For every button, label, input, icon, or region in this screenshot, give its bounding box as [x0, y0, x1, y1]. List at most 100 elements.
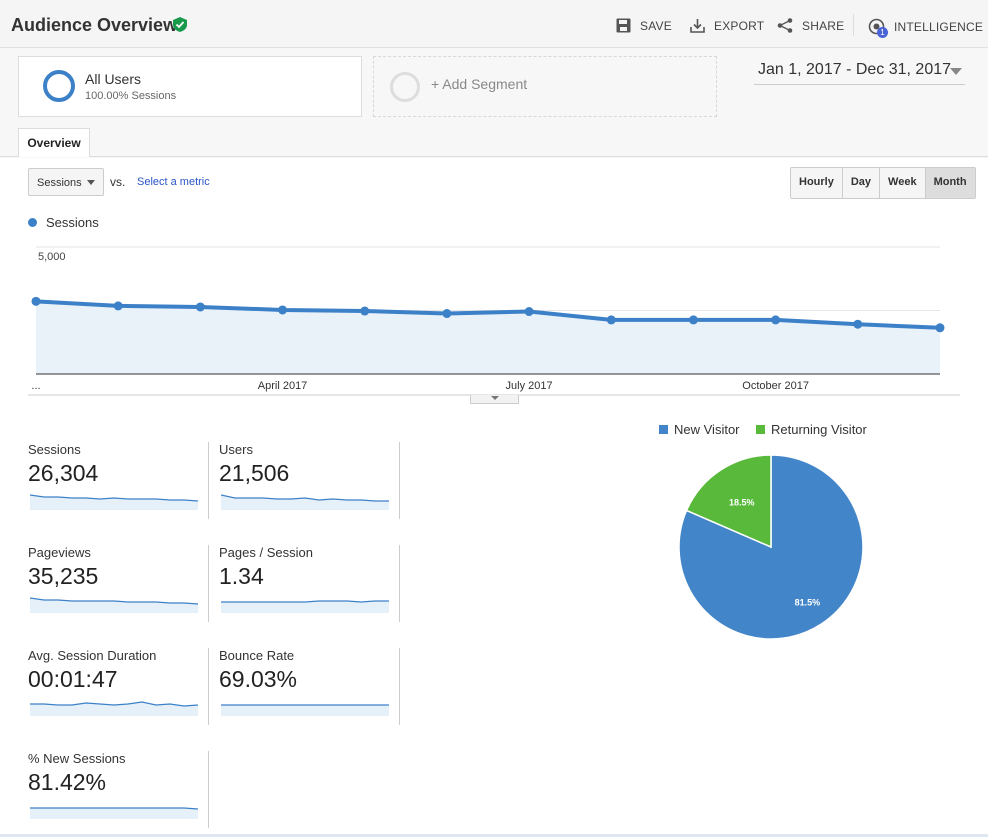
metric-divider — [208, 648, 209, 725]
sparkline — [221, 704, 389, 716]
granularity-week-button[interactable]: Week — [879, 168, 925, 198]
sparkline-area — [221, 601, 389, 613]
bottom-border — [0, 834, 988, 837]
date-range-picker[interactable]: Jan 1, 2017 - Dec 31, 2017 — [754, 60, 965, 85]
chevron-down-icon — [950, 68, 962, 75]
pie-slice-label: 81.5% — [795, 597, 821, 607]
legend-label: Returning Visitor — [771, 422, 867, 437]
metric-value: 35,235 — [28, 563, 99, 589]
data-point[interactable] — [442, 309, 452, 319]
metric-label: Sessions — [28, 442, 81, 457]
metric-value: 21,506 — [219, 460, 290, 486]
sparkline-line — [30, 597, 198, 605]
metric-sessions[interactable]: Sessions 26,304 — [28, 442, 209, 520]
share-label: SHARE — [802, 18, 845, 33]
visitor-type-pie-chart: 81.5% 18.5% — [678, 454, 864, 640]
data-point[interactable] — [113, 301, 123, 311]
sparkline — [221, 600, 389, 613]
chart-legend: Sessions — [28, 215, 99, 230]
sparkline — [30, 597, 198, 613]
metric-divider — [399, 545, 400, 622]
data-point[interactable] — [771, 315, 781, 325]
chevron-down-icon — [491, 396, 499, 400]
sparkline — [30, 494, 198, 510]
sparkline-line — [30, 701, 198, 707]
data-point[interactable] — [688, 315, 698, 325]
export-button[interactable]: EXPORT — [690, 18, 764, 33]
metric-divider — [208, 545, 209, 622]
save-icon — [616, 18, 631, 33]
segment-all-users[interactable]: All Users 100.00% Sessions — [18, 56, 362, 117]
metric-label: Pageviews — [28, 545, 91, 560]
metric-bounce-rate[interactable]: Bounce Rate 69.03% — [219, 648, 400, 726]
segment-sessions-percent: 100.00% Sessions — [85, 90, 177, 102]
metric-value: 26,304 — [28, 460, 99, 486]
data-point[interactable] — [935, 323, 945, 333]
metric-avg-session-duration[interactable]: Avg. Session Duration 00:01:47 — [28, 648, 209, 726]
metric-label: Users — [219, 442, 253, 457]
export-icon — [690, 19, 705, 33]
x-tick-label: October 2017 — [742, 380, 809, 392]
metric-label: Pages / Session — [219, 545, 313, 560]
add-segment-button[interactable]: + Add Segment — [373, 56, 717, 117]
metric-select[interactable]: Sessions — [28, 168, 104, 196]
pie-legend-new-visitor[interactable]: New Visitor — [659, 422, 740, 437]
data-point[interactable] — [195, 302, 205, 312]
pie-legend-returning-visitor[interactable]: Returning Visitor — [756, 422, 867, 437]
intelligence-button[interactable]: INTELLIGENCE — [868, 18, 983, 35]
add-segment-label: + Add Segment — [431, 76, 528, 92]
data-point[interactable] — [853, 319, 863, 329]
sparkline-area — [30, 495, 198, 510]
tab-divider — [0, 156, 988, 157]
toolbar-divider — [853, 14, 854, 36]
x-tick-label: ... — [31, 380, 40, 392]
empty-segment-ring-icon — [390, 72, 420, 102]
granularity-day-button[interactable]: Day — [841, 168, 880, 198]
granularity-toggle: Hourly Day Week Month — [790, 167, 976, 199]
sparkline-area — [221, 495, 389, 510]
sparkline-area — [30, 808, 198, 819]
pie-slice-label: 18.5% — [729, 497, 755, 507]
tab-overview[interactable]: Overview — [18, 128, 90, 157]
data-point[interactable] — [606, 315, 616, 325]
save-button[interactable]: SAVE — [616, 18, 672, 33]
metric-value: 1.34 — [219, 563, 264, 589]
x-tick-label: July 2017 — [506, 380, 553, 392]
metric-label: % New Sessions — [28, 751, 126, 766]
sparkline — [30, 701, 198, 716]
sparkline-line — [221, 494, 389, 502]
legend-label: New Visitor — [674, 422, 740, 437]
sparkline — [30, 807, 198, 819]
select-metric-link[interactable]: Select a metric — [137, 176, 210, 188]
share-button[interactable]: SHARE — [777, 18, 844, 33]
metric-pageviews[interactable]: Pageviews 35,235 — [28, 545, 209, 623]
metric-divider — [208, 442, 209, 519]
metric-new-sessions[interactable]: % New Sessions 81.42% — [28, 751, 209, 829]
data-point[interactable] — [360, 306, 370, 316]
metric-select-value: Sessions — [37, 177, 82, 189]
sparkline — [221, 494, 389, 510]
metric-pages-per-session[interactable]: Pages / Session 1.34 — [219, 545, 400, 623]
sparkline-line — [30, 807, 198, 810]
sparkline-line — [30, 494, 198, 502]
segment-ring-icon — [43, 70, 75, 102]
granularity-hourly-button[interactable]: Hourly — [791, 168, 842, 198]
data-point[interactable] — [31, 296, 41, 306]
pie-slice-returning-visitor[interactable] — [685, 454, 772, 549]
metric-divider — [399, 442, 400, 519]
metric-users[interactable]: Users 21,506 — [219, 442, 400, 520]
legend-label-sessions: Sessions — [46, 215, 99, 230]
metric-divider — [208, 751, 209, 828]
granularity-month-button[interactable]: Month — [924, 168, 975, 198]
page-title: Audience Overview — [11, 15, 178, 35]
metric-value: 00:01:47 — [28, 666, 118, 692]
sessions-area — [36, 301, 940, 374]
date-range-label: Jan 1, 2017 - Dec 31, 2017 — [758, 61, 952, 78]
segment-name: All Users — [85, 71, 142, 87]
sparkline-line — [221, 600, 389, 603]
data-point[interactable] — [278, 305, 288, 315]
legend-swatch — [659, 425, 668, 434]
data-point[interactable] — [524, 307, 534, 317]
chart-collapse-handle[interactable] — [470, 395, 519, 404]
